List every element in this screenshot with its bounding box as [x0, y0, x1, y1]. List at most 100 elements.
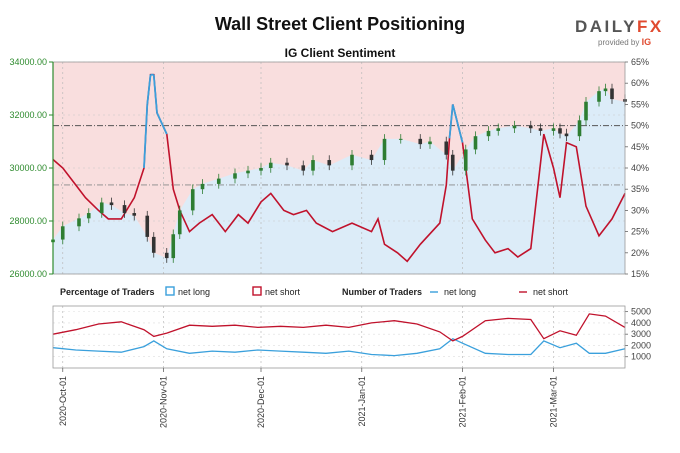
y-left-label-1: 28000.00 — [9, 216, 47, 226]
candle-body-8 — [145, 215, 150, 237]
candle-body-39 — [551, 128, 556, 131]
legend-pct-title: Percentage of Traders — [60, 287, 155, 297]
y-right-label-5: 40% — [631, 163, 649, 173]
candle-body-2 — [77, 218, 81, 227]
y-right-label-0: 15% — [631, 269, 649, 279]
legend-num-short-label: net short — [533, 287, 569, 297]
candle-body-40 — [558, 128, 562, 134]
candle-body-1 — [60, 226, 65, 240]
bottom-y-label-2: 3000 — [631, 329, 651, 339]
net-long-dominant-segment-13 — [156, 112, 168, 135]
candle-body-23 — [327, 160, 332, 166]
top-panel: 26000.00 28000.00 30000.00 32000.00 34000.00… — [9, 57, 649, 279]
net-long-dominant-segment-9 — [143, 104, 149, 169]
candle-body-26 — [382, 138, 387, 161]
y-right-label-1: 20% — [631, 248, 649, 258]
traders-series-net-long — [52, 337, 626, 357]
candle-body-21 — [301, 165, 306, 171]
bg-net-short-zone — [53, 62, 625, 259]
candle-body-13 — [190, 189, 195, 211]
candle-body-5 — [109, 202, 114, 206]
candle-body-17 — [246, 170, 250, 174]
provided-by: provided by IG — [598, 37, 651, 47]
y-left-label-2: 30000.00 — [9, 163, 47, 173]
candle-body-9 — [151, 236, 156, 253]
candle-body-46 — [610, 88, 614, 100]
bottom-y-label-4: 5000 — [631, 307, 651, 317]
y-left-label-3: 32000.00 — [9, 110, 47, 120]
candle-body-31 — [450, 154, 455, 171]
legend-pct-short-swatch — [252, 286, 262, 296]
candle-body-16 — [233, 173, 237, 179]
net-long-dominant-segment-12 — [152, 74, 158, 113]
candle-body-38 — [538, 128, 543, 131]
y-right-label-7: 50% — [631, 121, 649, 131]
candle-body-42 — [577, 120, 582, 137]
legend-num-title: Number of Traders — [342, 287, 422, 297]
candle-body-27 — [398, 138, 403, 140]
x-tick-label-4: 2021-Feb-01 — [458, 376, 468, 428]
bottom-panel: Percentage of Traders net long net short Nu… — [52, 286, 651, 369]
chart-subtitle: IG Client Sentiment — [284, 46, 396, 60]
candle-body-7 — [132, 213, 137, 216]
bottom-y-label-3: 4000 — [631, 318, 651, 328]
candle-body-4 — [99, 202, 104, 214]
candle-body-19 — [268, 162, 273, 168]
y-right-label-8: 55% — [631, 99, 649, 109]
legend-pct-short-label: net short — [265, 287, 301, 297]
candle-body-32 — [463, 149, 468, 171]
candle-body-22 — [311, 160, 315, 171]
candle-body-15 — [216, 178, 221, 184]
x-tick-label-3: 2021-Jan-01 — [357, 376, 367, 427]
x-tick-label-5: 2021-Mar-01 — [549, 376, 559, 428]
candle-body-10 — [164, 252, 169, 259]
x-axis: 2020-Oct-01 2020-Nov-01 2020-Dec-01 2021-Ja… — [58, 368, 559, 428]
candle-body-34 — [486, 130, 491, 137]
net-long-dominant-segment-40 — [451, 104, 464, 143]
legend-pct-long-label: net long — [178, 287, 210, 297]
candle-body-3 — [86, 213, 91, 219]
ig-brand: IG — [641, 37, 652, 47]
candle-body-44 — [597, 91, 601, 102]
traders-series-net-short — [52, 313, 626, 342]
x-tick-label-0: 2020-Oct-01 — [58, 376, 68, 426]
candle-body-35 — [496, 128, 501, 131]
candle-body-20 — [285, 162, 289, 166]
legend-num-long-label: net long — [444, 287, 476, 297]
net-long-dominant-segment-10 — [146, 74, 152, 105]
net-long-dominant-segment-39 — [448, 104, 454, 139]
logo-fx: FX — [636, 17, 664, 36]
dailyfx-logo: DAILYFX — [575, 17, 664, 37]
candle-body-29 — [428, 141, 432, 145]
bottom-y-label-1: 2000 — [631, 340, 651, 350]
x-tick-label-1: 2020-Nov-01 — [159, 376, 169, 428]
candle-body-43 — [584, 101, 588, 121]
candle-body-28 — [418, 138, 423, 145]
legend-pct-long-swatch — [165, 286, 175, 296]
candle-body-37 — [528, 125, 533, 129]
bottom-y-label-0: 1000 — [631, 352, 651, 362]
candle-body-33 — [473, 136, 478, 150]
y-right-label-3: 30% — [631, 205, 649, 215]
y-left-label-4: 34000.00 — [9, 57, 47, 67]
candle-body-12 — [177, 210, 182, 235]
candle-body-25 — [369, 154, 374, 161]
y-right-label-4: 35% — [631, 184, 649, 194]
candle-body-30 — [444, 141, 449, 155]
x-tick-label-2: 2020-Dec-01 — [256, 376, 266, 428]
candle-body-36 — [512, 125, 517, 129]
candle-body-45 — [603, 88, 608, 92]
y-right-label-10: 65% — [631, 57, 649, 67]
chart-title: Wall Street Client Positioning — [214, 14, 466, 34]
candle-body-6 — [122, 205, 127, 214]
y-right-label-9: 60% — [631, 78, 649, 88]
candle-body-11 — [171, 234, 176, 259]
y-right-label-6: 45% — [631, 142, 649, 152]
candle-body-18 — [259, 168, 263, 171]
y-left-label-0: 26000.00 — [9, 269, 47, 279]
candle-body-24 — [350, 154, 354, 166]
y-right-label-2: 25% — [631, 227, 649, 237]
provided-by-text: provided by — [598, 38, 640, 47]
